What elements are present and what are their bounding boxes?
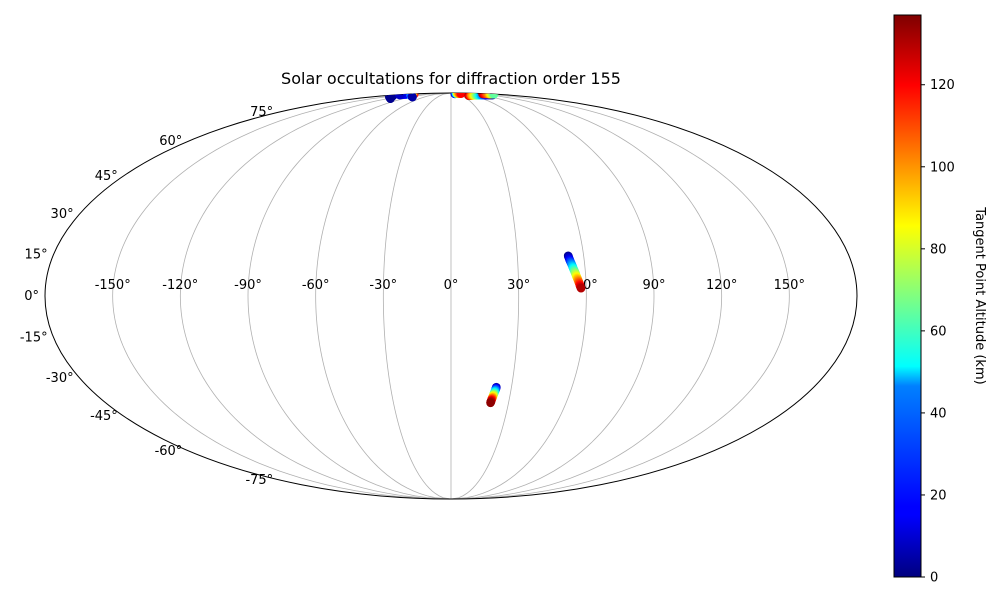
latitude-tick-label: 60° [159, 134, 182, 149]
map-grid [112, 93, 790, 499]
latitude-tick-label: -15° [20, 331, 48, 346]
data-point [456, 93, 466, 98]
latitude-tick-labels: 75° 60° 45° 30° 15° 0° -15° -30° -45° -60° -75° [20, 105, 273, 488]
longitude-tick-label: 120° [706, 278, 737, 293]
latitude-tick-label: -60° [155, 444, 183, 459]
colorbar-tick-label: 0 [930, 571, 938, 586]
latitude-tick-label: 45° [95, 169, 118, 184]
longitude-tick-labels: -150° -120° -90° -60° -30° 0° 30° 60° 90° 120° 150… [95, 278, 805, 293]
colorbar-tick-label: 120 [930, 78, 955, 93]
colorbar-tick-label: 20 [930, 489, 947, 504]
meridian-line [450, 93, 520, 499]
latitude-tick-label: -45° [90, 409, 118, 424]
colorbar-tick-label: 80 [930, 242, 947, 257]
longitude-tick-label: 0° [444, 278, 459, 293]
meridian-line [247, 93, 452, 499]
colorbar-label: Tangent Point Altitude (km) [972, 206, 987, 384]
meridian-line [450, 93, 723, 499]
meridian-line [315, 93, 452, 499]
data-point [408, 93, 417, 102]
data-point [386, 94, 395, 103]
latitude-tick-label: -75° [245, 473, 273, 488]
data-point [486, 398, 495, 408]
longitude-tick-label: -30° [369, 278, 397, 293]
meridian-line [450, 93, 655, 499]
data-points [384, 93, 586, 408]
longitude-tick-label: -60° [302, 278, 330, 293]
meridian-line [450, 93, 790, 499]
longitude-tick-label: -150° [95, 278, 131, 293]
latitude-tick-label: -30° [46, 371, 74, 386]
colorbar-tick-label: 40 [930, 406, 947, 421]
colorbar-gradient [893, 14, 922, 578]
colorbar-tick-label: 60 [930, 324, 947, 339]
longitude-tick-label: 150° [774, 278, 805, 293]
meridian-line [112, 93, 452, 499]
longitude-tick-label: -120° [162, 278, 198, 293]
data-point [489, 93, 499, 99]
colorbar-tick-label: 100 [930, 160, 955, 175]
meridian-line [179, 93, 452, 499]
latitude-tick-label: 0° [24, 289, 39, 304]
data-point [576, 283, 586, 293]
latitude-tick-label: 15° [25, 247, 48, 262]
data-point [395, 93, 404, 100]
meridian-line [450, 93, 587, 499]
latitude-tick-label: 30° [51, 207, 74, 222]
colorbar: 0 20 40 60 80 100 120 Tangent Point Altitude (… [893, 14, 987, 586]
meridian-line [382, 93, 452, 499]
longitude-tick-label: -90° [234, 278, 262, 293]
latitude-tick-label: 75° [250, 105, 273, 120]
colorbar-ticks: 0 20 40 60 80 100 120 [921, 78, 955, 586]
chart-title: Solar occultations for diffraction order… [281, 69, 621, 88]
longitude-tick-label: 90° [642, 278, 665, 293]
longitude-tick-label: 30° [507, 278, 530, 293]
